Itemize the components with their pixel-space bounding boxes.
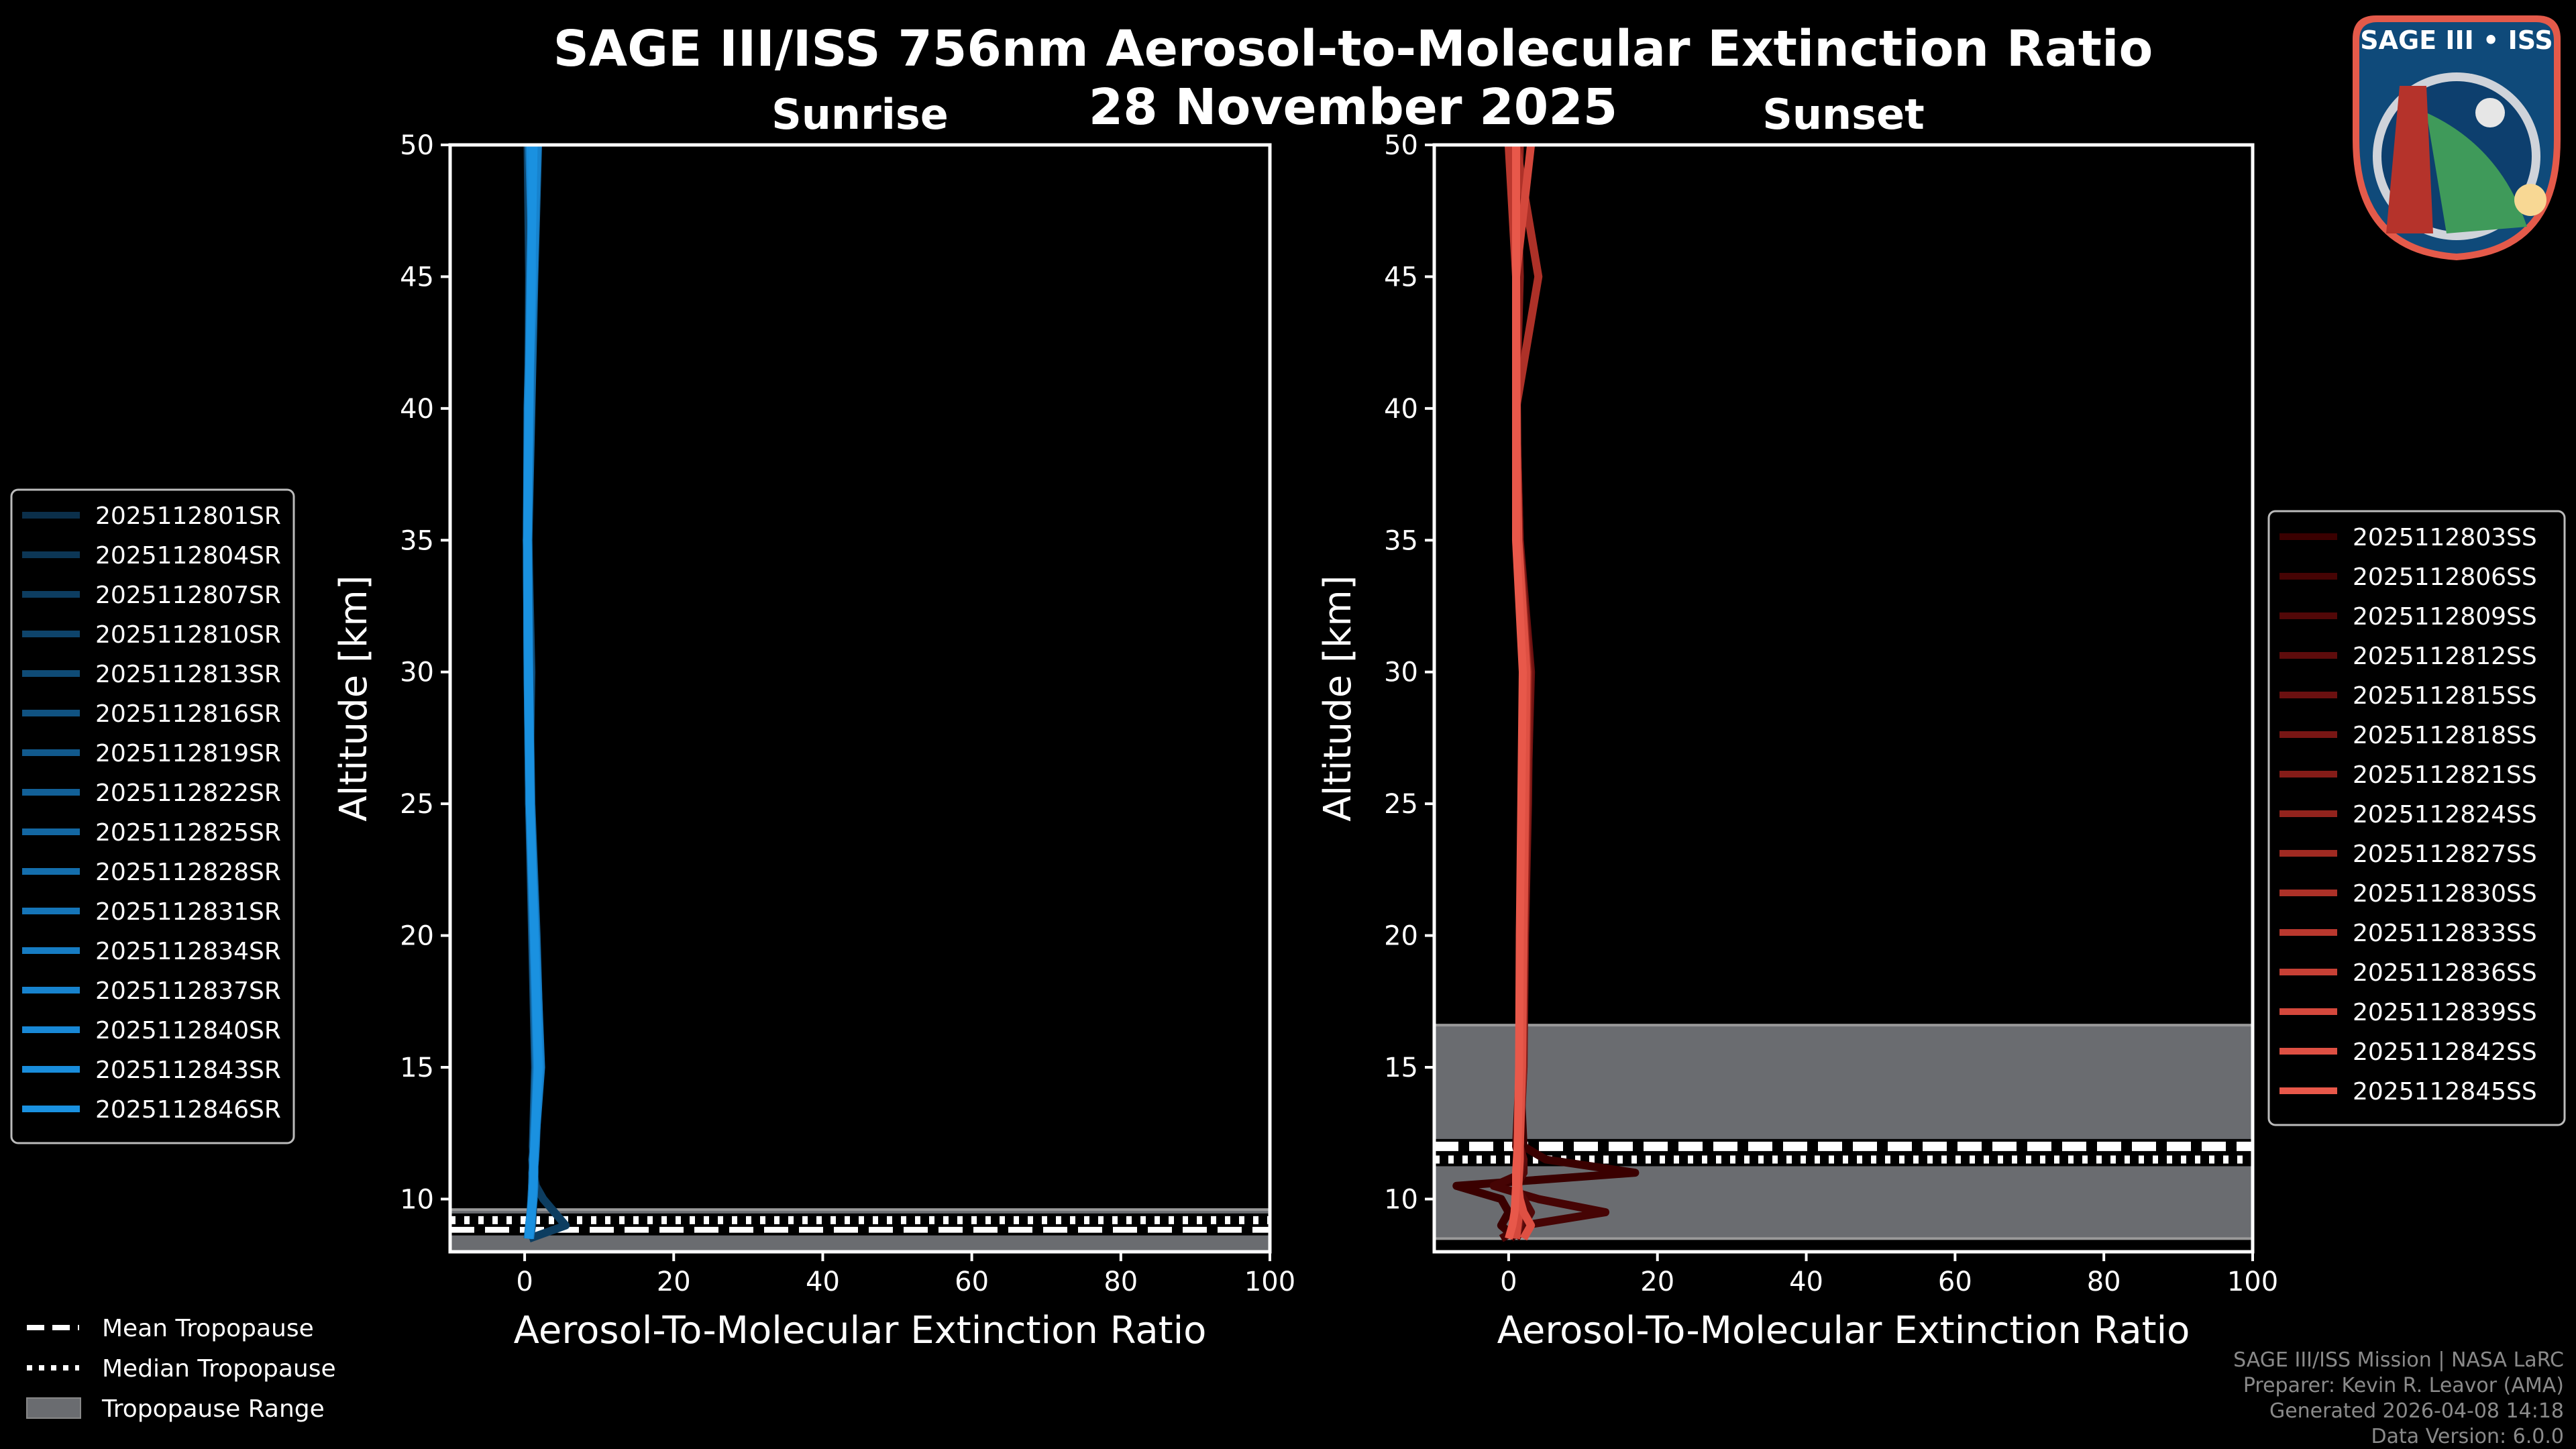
legend-label: 2025112819SR: [95, 740, 281, 767]
legend-label: 2025112846SR: [95, 1096, 281, 1124]
sunset-title: Sunset: [1762, 90, 1925, 139]
y-tick-label: 30: [400, 657, 434, 688]
legend-label: 2025112810SR: [95, 621, 281, 649]
x-tick-label: 20: [1640, 1267, 1674, 1297]
footer-preparer: Preparer: Kevin R. Leavor (AMA): [2243, 1374, 2564, 1397]
profile-line-2025112846SR: [523, 145, 543, 1240]
legend-label: 2025112809SS: [2353, 603, 2537, 631]
y-tick-label: 20: [1384, 921, 1418, 952]
x-tick-label: 0: [516, 1267, 533, 1297]
legend-label: 2025112842SS: [2353, 1038, 2537, 1066]
y-tick-label: 45: [400, 262, 434, 292]
legend-label: 2025112824SS: [2353, 801, 2537, 828]
y-tick-label: 15: [1384, 1053, 1418, 1083]
mean-tropopause-label: Mean Tropopause: [102, 1315, 314, 1342]
sunset-plot: 0 20 40 60 80 100 10 15 20 25 30 35 40 45 50 Aerosol-To…: [1316, 130, 2566, 1352]
figure-date: 28 November 2025: [1089, 78, 1617, 136]
x-axis-label: Aerosol-To-Molecular Extinction Ratio: [1497, 1309, 2190, 1352]
series-legend: 2025112803SS 2025112806SS 2025112809SS 2025…: [2267, 510, 2566, 1126]
y-tick-label: 30: [1384, 657, 1418, 688]
y-tick-label: 45: [1384, 262, 1418, 292]
legend-label: 2025112812SS: [2353, 643, 2537, 670]
tropopause-range-label: Tropopause Range: [101, 1395, 325, 1423]
y-tick-label: 25: [1384, 789, 1418, 820]
svg-text:SAGE III • ISS: SAGE III • ISS: [2360, 25, 2553, 55]
legend-label: 2025112807SR: [95, 582, 281, 609]
y-tick-label: 50: [400, 130, 434, 161]
y-tick-label: 20: [400, 921, 434, 952]
y-tick-label: 10: [1384, 1184, 1418, 1215]
legend-label: 2025112818SS: [2353, 722, 2537, 749]
legend-label: 2025112806SS: [2353, 564, 2537, 591]
footer-data-version: Data Version: 6.0.0: [2371, 1425, 2564, 1448]
legend-label: 2025112845SS: [2353, 1078, 2537, 1106]
sunrise-title: Sunrise: [771, 90, 949, 139]
legend-label: 2025112828SR: [95, 859, 281, 886]
tropopause-range-swatch: [26, 1397, 81, 1419]
x-tick-label: 100: [1244, 1267, 1295, 1297]
x-axis-label: Aerosol-To-Molecular Extinction Ratio: [514, 1309, 1207, 1352]
footer-generated: Generated 2026-04-08 14:18: [2269, 1399, 2564, 1423]
legend-label: 2025112831SR: [95, 898, 281, 926]
y-tick-label: 25: [400, 789, 434, 820]
y-axis-label: Altitude [km]: [1316, 575, 1360, 821]
legend-box: [10, 488, 295, 1144]
y-axis-label: Altitude [km]: [332, 575, 376, 821]
legend-label: 2025112803SS: [2353, 524, 2537, 551]
x-tick-label: 100: [2227, 1267, 2278, 1297]
legend-label: 2025112833SS: [2353, 920, 2537, 947]
legend-label: 2025112822SR: [95, 780, 281, 807]
x-tick-label: 40: [1789, 1267, 1823, 1297]
legend-label: 2025112830SS: [2353, 880, 2537, 908]
legend-box: [2267, 510, 2566, 1126]
y-tick-label: 40: [400, 394, 434, 425]
legend-label: 2025112843SR: [95, 1057, 281, 1084]
x-tick-label: 40: [806, 1267, 840, 1297]
footer-mission: SAGE III/ISS Mission | NASA LaRC: [2233, 1348, 2564, 1372]
profile-line-2025112845SS: [1505, 145, 1527, 1240]
median-tropopause-label: Median Tropopause: [102, 1355, 336, 1383]
legend-label: 2025112804SR: [95, 542, 281, 570]
legend-label: 2025112815SS: [2353, 682, 2537, 710]
y-tick-label: 15: [400, 1053, 434, 1083]
sunrise-plot: 0 20 40 60 80 100 10 15 20 25 30 35 40 45 50 Aerosol-To…: [10, 130, 1295, 1352]
legend-label: 2025112825SR: [95, 819, 281, 847]
plot-area: [1434, 145, 2253, 1242]
legend-label: 2025112837SR: [95, 977, 281, 1005]
legend-label: 2025112827SS: [2353, 841, 2537, 868]
axes-frame: [1432, 143, 2255, 1254]
plot-area: [450, 145, 1270, 1252]
y-tick-label: 10: [400, 1184, 434, 1215]
legend-label: 2025112839SS: [2353, 999, 2537, 1026]
y-tick-label: 35: [1384, 525, 1418, 556]
x-tick-label: 20: [657, 1267, 691, 1297]
legend-label: 2025112821SS: [2353, 761, 2537, 789]
y-tick-label: 40: [1384, 394, 1418, 425]
legend-label: 2025112801SR: [95, 502, 281, 530]
footer-credits: SAGE III/ISS Mission | NASA LaRC Prepare…: [2233, 1348, 2564, 1448]
legend-label: 2025112834SR: [95, 938, 281, 965]
legend-label: 2025112840SR: [95, 1017, 281, 1044]
y-tick-label: 50: [1384, 130, 1418, 161]
x-tick-label: 60: [955, 1267, 989, 1297]
legend-label: 2025112836SS: [2353, 959, 2537, 987]
legend-label: 2025112813SR: [95, 661, 281, 688]
legend-label: 2025112816SR: [95, 700, 281, 728]
figure-title: SAGE III/ISS 756nm Aerosol-to-Molecular …: [553, 20, 2153, 78]
sage-iii-iss-logo: SAGE III • ISS: [2353, 15, 2561, 260]
y-tick-label: 35: [400, 525, 434, 556]
tropopause-legend: Mean Tropopause Median Tropopause Tropop…: [26, 1315, 336, 1423]
x-tick-label: 80: [2087, 1267, 2121, 1297]
x-tick-label: 80: [1104, 1267, 1138, 1297]
series-legend: 2025112801SR 2025112804SR 2025112807SR 2025…: [10, 488, 295, 1144]
x-tick-label: 60: [1938, 1267, 1972, 1297]
x-tick-label: 0: [1500, 1267, 1517, 1297]
axes-frame: [448, 143, 1272, 1254]
